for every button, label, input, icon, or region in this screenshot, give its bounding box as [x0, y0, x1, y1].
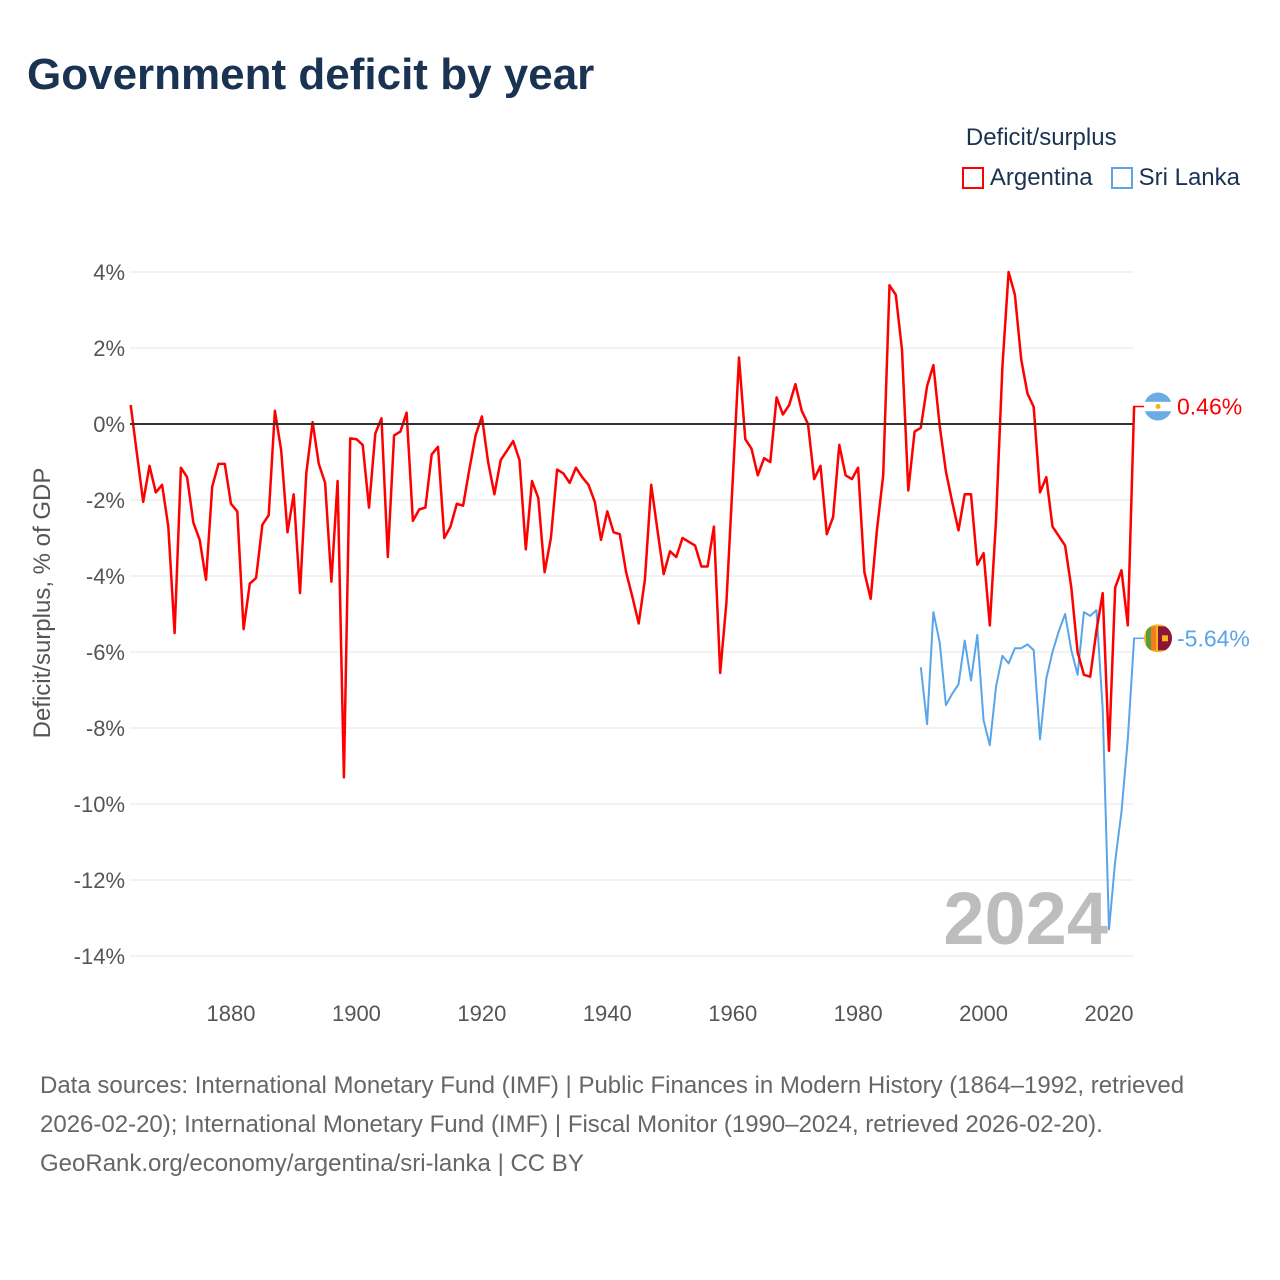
argentina-flag-icon: [1144, 392, 1172, 421]
end-label-sri-lanka: -5.64%: [1177, 625, 1250, 651]
x-tick-label: 1880: [207, 1001, 256, 1026]
y-tick-label: 0%: [93, 412, 125, 437]
x-tick-label: 1920: [457, 1001, 506, 1026]
year-watermark: 2024: [943, 877, 1108, 960]
y-axis-label: Deficit/surplus, % of GDP: [29, 468, 56, 739]
legend-title: Deficit/surplus: [965, 124, 1117, 151]
chart-title: Government deficit by year: [27, 50, 595, 99]
x-tick-label: 2020: [1084, 1001, 1133, 1026]
series-line-sri-lanka: [919, 609, 1136, 931]
legend-label-argentina: Argentina: [989, 164, 1093, 191]
x-tick-label: 1980: [834, 1001, 883, 1026]
legend-swatch-sri-lanka: [1110, 167, 1133, 189]
legend-swatch-argentina: [961, 167, 984, 189]
flag-orange: [1151, 626, 1156, 651]
y-tick-label: -6%: [86, 640, 125, 665]
legend: Deficit/surplus Argentina Sri Lanka: [961, 124, 1240, 192]
x-tick-label: 2000: [959, 1001, 1008, 1026]
flag-stripe: [1144, 392, 1172, 402]
flag-stripe: [1144, 411, 1172, 421]
legend-item-argentina[interactable]: Argentina: [961, 164, 1093, 192]
y-tick-label: 4%: [93, 260, 125, 285]
x-tick-label: 1940: [583, 1001, 632, 1026]
y-tick-label: -12%: [74, 868, 125, 893]
flag-green: [1146, 626, 1151, 651]
series-line-argentina: [129, 270, 1136, 779]
data-sources: Data sources: International Monetary Fun…: [40, 1072, 1185, 1138]
y-tick-label: -2%: [86, 488, 125, 513]
sun-icon: [1155, 404, 1161, 410]
x-tick-label: 1900: [332, 1001, 381, 1026]
y-tick-label: -8%: [86, 716, 125, 741]
y-tick-label: -14%: [74, 944, 125, 969]
y-tick-label: -4%: [86, 564, 125, 589]
line-chart: 4% 2% 0% -2% -4% -6% -8% -10% -12% -14% 1880 1900 19…: [29, 260, 1250, 1026]
end-label-argentina: 0.46%: [1177, 394, 1242, 420]
y-tick-label: -10%: [74, 792, 125, 817]
lion-icon: [1162, 635, 1168, 642]
footer: Data sources: International Monetary Fun…: [40, 1066, 1240, 1183]
legend-item-sri-lanka[interactable]: Sri Lanka: [1110, 164, 1240, 192]
legend-label-sri-lanka: Sri Lanka: [1138, 164, 1240, 191]
x-tick-label: 1960: [708, 1001, 757, 1026]
source-link[interactable]: GeoRank.org/economy/argentina/sri-lanka …: [40, 1150, 584, 1177]
sri-lanka-flag-icon: [1144, 624, 1172, 653]
y-tick-label: 2%: [93, 336, 125, 361]
